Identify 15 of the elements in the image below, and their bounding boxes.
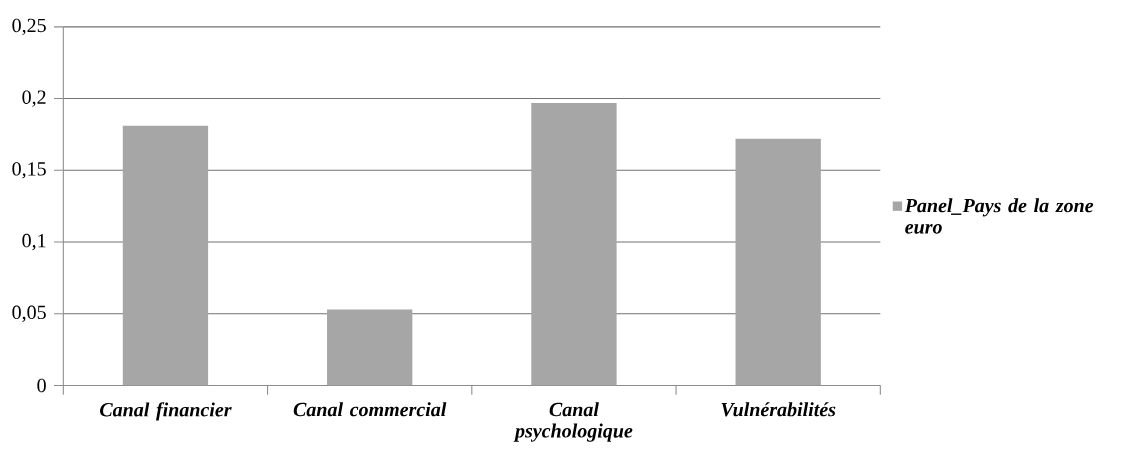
y-tick-label: 0,25 bbox=[12, 18, 46, 36]
y-tick-label: 0,1 bbox=[22, 233, 46, 251]
y-tick-label: 0,15 bbox=[12, 162, 46, 179]
bar bbox=[531, 102, 617, 386]
x-tick-label: Canal financier bbox=[100, 402, 232, 421]
x-tick-label: Vulnérabilités bbox=[721, 402, 836, 417]
bar bbox=[327, 309, 413, 386]
x-tick-label: Canal commercial bbox=[293, 402, 447, 417]
y-tick-label: 0,05 bbox=[12, 305, 46, 322]
y-tick-label: 0 bbox=[37, 378, 46, 393]
bar bbox=[122, 125, 209, 386]
x-tick-label: Canal psychologique bbox=[513, 402, 633, 442]
y-tick-label: 0,2 bbox=[22, 90, 46, 107]
legend-label: Panel_Pays de la zone euro bbox=[904, 198, 1094, 234]
bar bbox=[735, 138, 821, 386]
